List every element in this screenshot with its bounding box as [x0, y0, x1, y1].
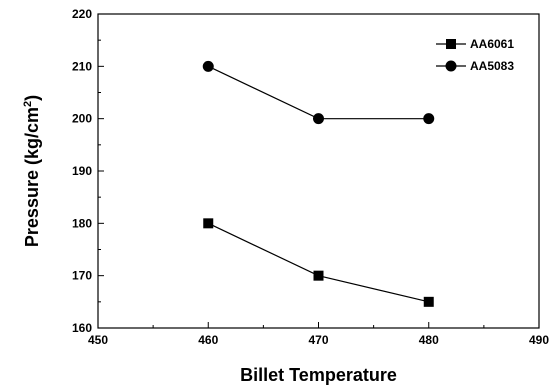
y-axis-title-sup: 2 — [22, 101, 34, 107]
data-point-aa6061 — [313, 270, 324, 281]
y-axis-title: Pressure (kg/cm2) — [22, 95, 42, 247]
series-line-aa6061 — [207, 222, 429, 303]
y-tick-label: 180 — [72, 216, 92, 230]
x-tick-label: 450 — [88, 333, 108, 347]
y-axis-title-main: Pressure (kg/cm — [22, 107, 42, 247]
y-tick-label: 170 — [72, 269, 92, 283]
x-axis-title: Billet Temperature — [240, 365, 397, 385]
y-tick-label: 160 — [72, 321, 92, 335]
legend: AA6061 AA5083 — [436, 37, 514, 73]
series-line-aa5083 — [207, 65, 429, 120]
x-tick-label: 490 — [529, 333, 549, 347]
y-tick-label: 220 — [72, 7, 92, 21]
y-tick-label: 190 — [72, 164, 92, 178]
y-tick-label: 210 — [72, 59, 92, 73]
data-point-aa5083 — [313, 113, 324, 125]
legend-marker-aa6061 — [446, 39, 456, 49]
data-point-aa6061 — [203, 218, 214, 229]
data-point-aa5083 — [202, 60, 214, 72]
x-tick-label: 460 — [198, 333, 218, 347]
legend-label-aa6061: AA6061 — [470, 37, 514, 51]
data-point-aa5083 — [423, 113, 435, 125]
series-layer — [202, 60, 435, 307]
x-tick-label: 480 — [419, 333, 439, 347]
x-axis: 450 460 470 480 490 — [88, 322, 549, 347]
legend-marker-aa5083 — [445, 60, 457, 72]
y-tick-label: 200 — [72, 112, 92, 126]
legend-label-aa5083: AA5083 — [470, 59, 514, 73]
y-axis-title-end: ) — [22, 95, 42, 101]
data-point-aa6061 — [423, 296, 434, 307]
x-tick-label: 470 — [308, 333, 328, 347]
y-axis: 160 170 180 190 200 210 220 — [72, 7, 104, 335]
